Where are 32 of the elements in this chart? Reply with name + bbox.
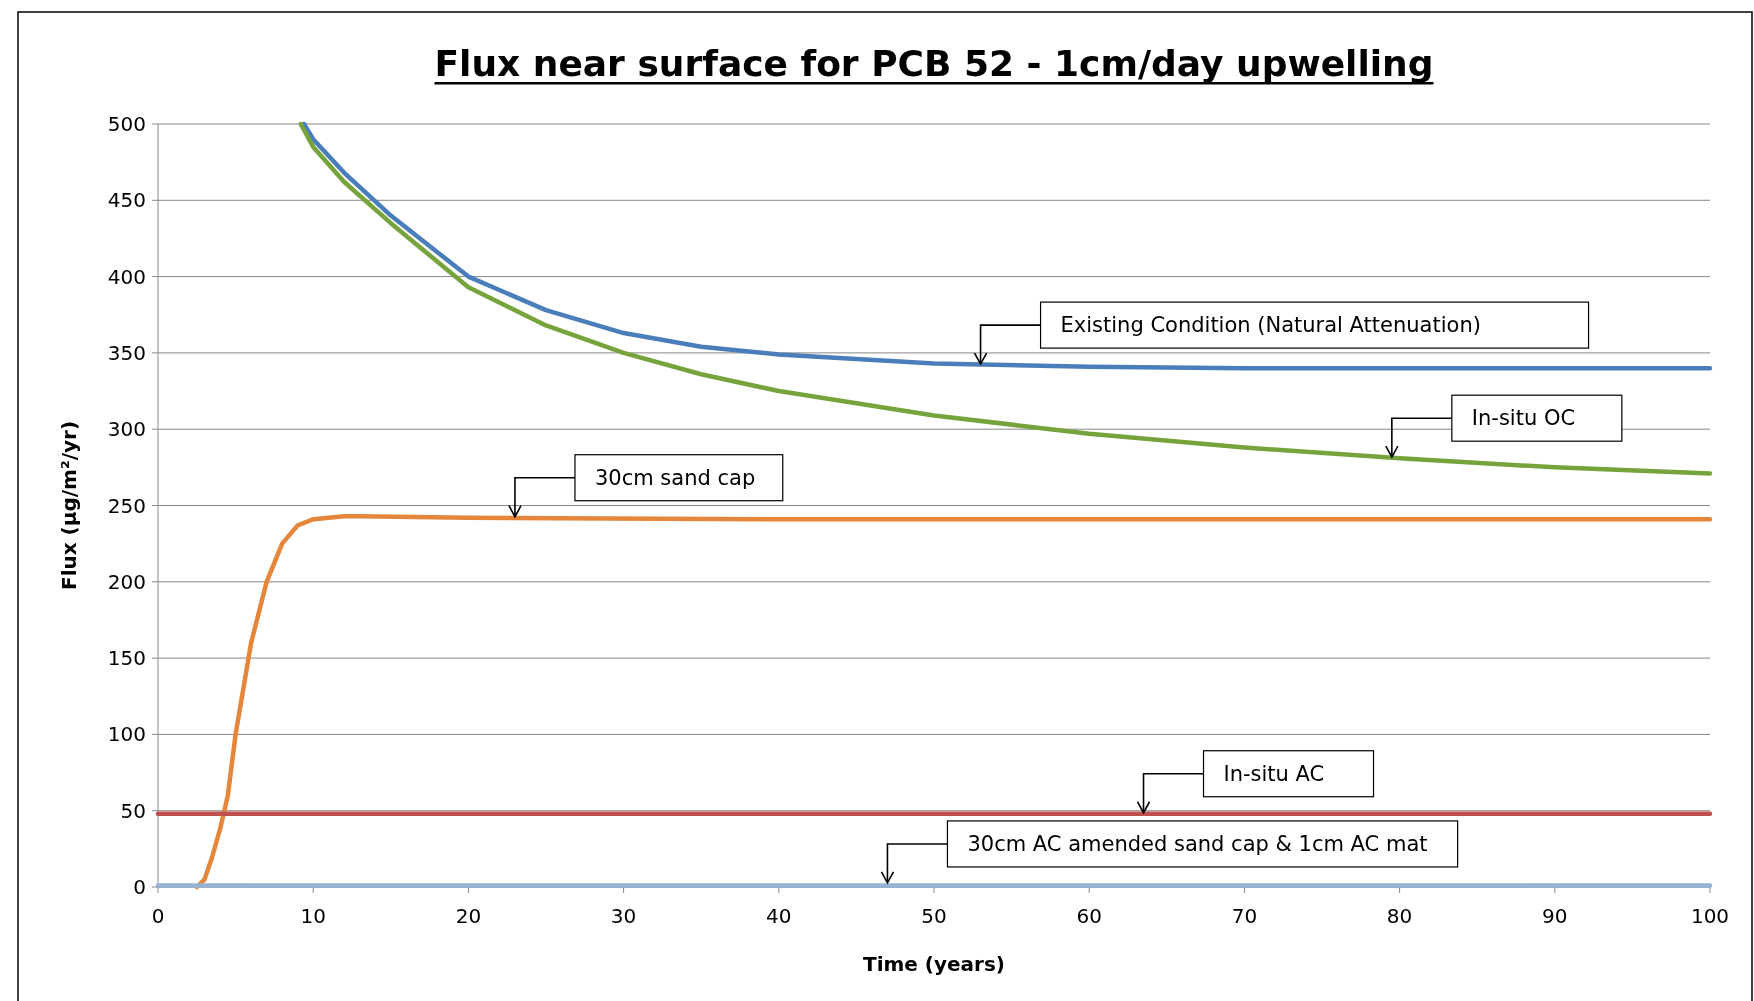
x-tick-label: 80 [1386, 904, 1413, 928]
annotation: 30cm sand cap [594, 465, 756, 490]
x-tick-label: 10 [300, 904, 326, 928]
x-tick-label: 50 [921, 904, 947, 928]
annotation: In-situ AC [1223, 761, 1325, 786]
y-tick-label: 350 [107, 340, 146, 365]
y-tick-label: 300 [107, 417, 146, 442]
y-tick-label: 0 [133, 875, 146, 899]
y-tick-label: 50 [120, 798, 146, 823]
x-axis-title: Time (years) [862, 952, 1006, 976]
y-tick-label: 150 [107, 646, 146, 671]
x-tick-label: 40 [766, 904, 792, 928]
annotation: In-situ OC [1471, 406, 1576, 431]
line-series [301, 121, 1713, 371]
y-tick-label: 400 [107, 264, 146, 289]
y-tick-label: 500 [107, 112, 146, 136]
annotation: 30cm AC amended sand cap & 1cm AC mat [967, 831, 1428, 856]
x-tick-label: 0 [151, 904, 165, 928]
y-tick-label: 250 [107, 493, 146, 518]
line-series [194, 513, 1713, 890]
x-tick-label: 60 [1076, 904, 1102, 928]
chart-title: Flux near surface for PCB 52 - 1cm/day upwelling [434, 43, 1434, 84]
x-tick-label: 90 [1542, 904, 1568, 928]
y-tick-label: 450 [107, 188, 146, 213]
y-tick-label: 100 [107, 722, 146, 747]
x-tick-label: 20 [455, 904, 482, 928]
x-tick-label: 100 [1690, 904, 1730, 928]
x-tick-label: 30 [610, 904, 637, 928]
y-tick-label: 200 [107, 569, 146, 594]
x-tick-label: 70 [1231, 904, 1258, 928]
annotation: Existing Condition (Natural Attenuation) [1060, 313, 1481, 338]
y-axis-title: Flux (µg/m²/yr) [57, 420, 81, 591]
